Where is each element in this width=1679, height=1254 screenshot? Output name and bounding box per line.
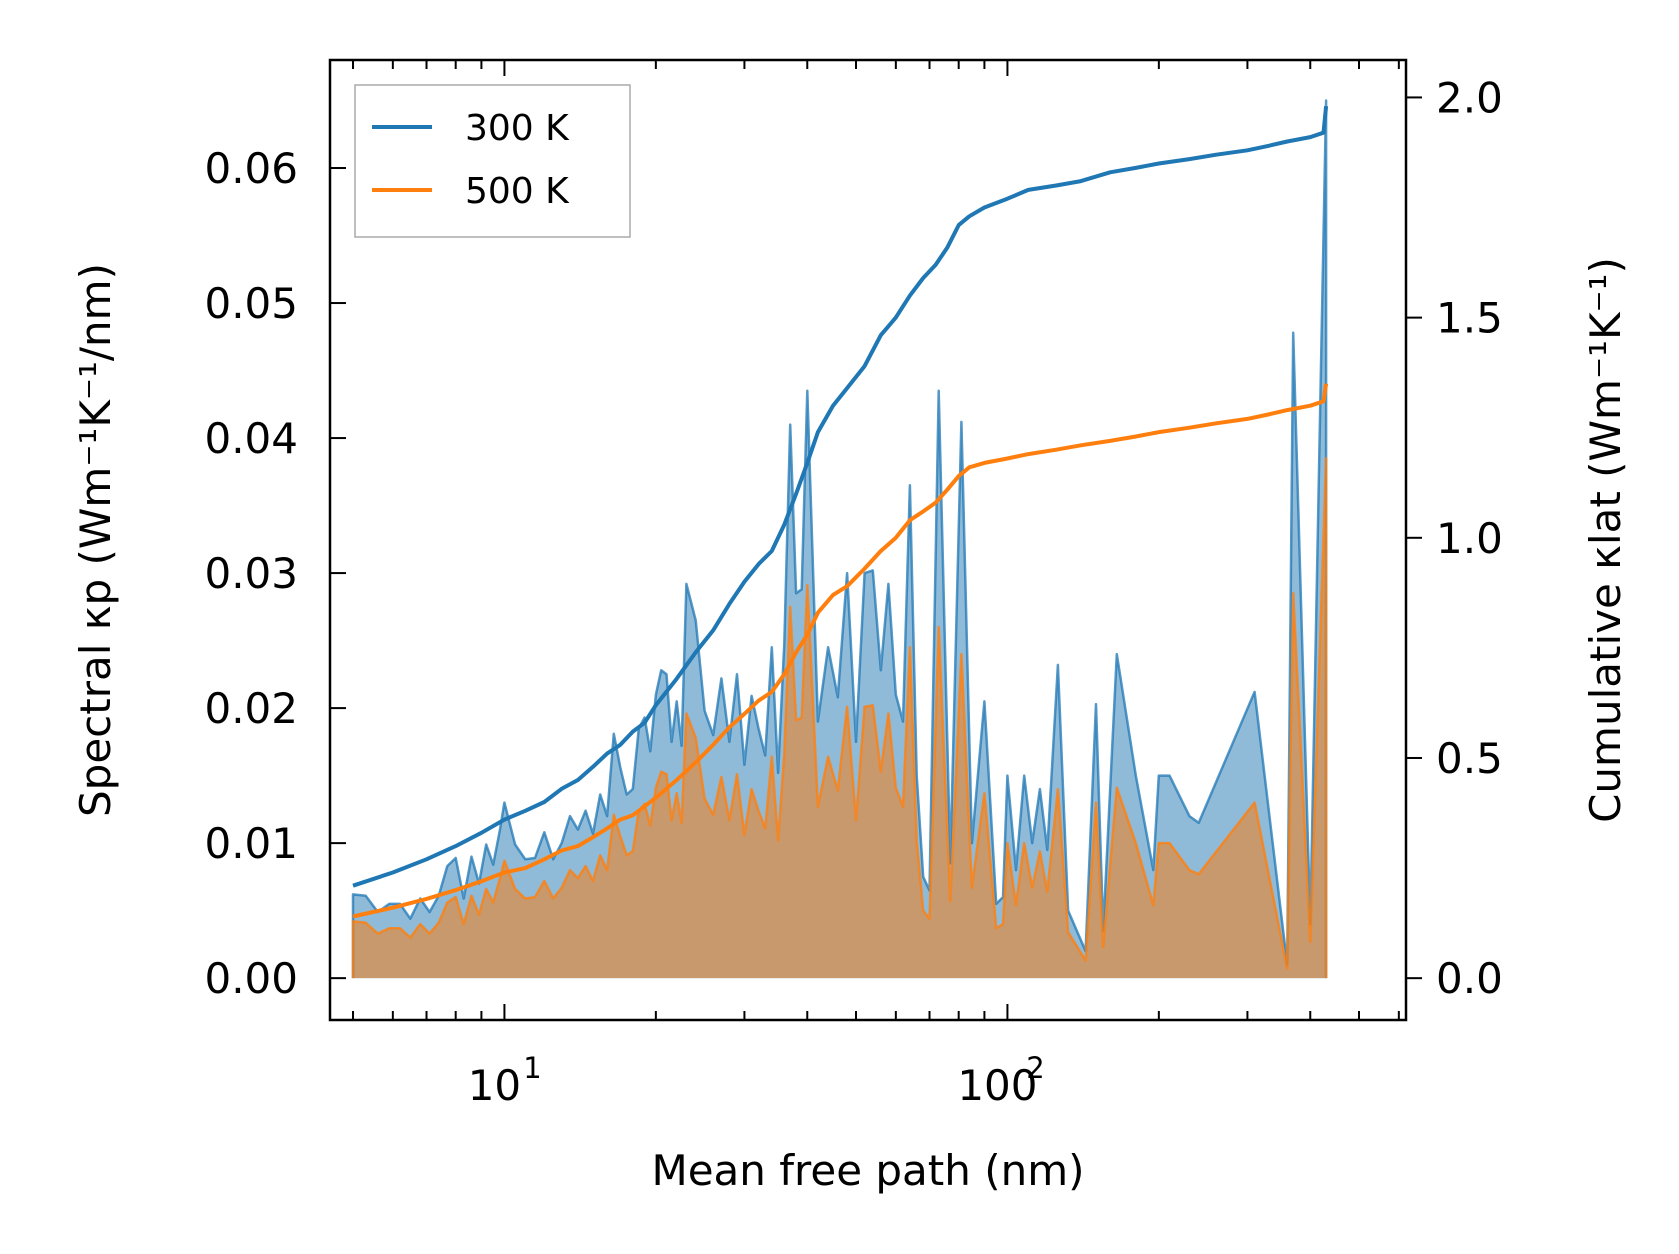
spectral-fill-500k xyxy=(353,458,1327,979)
cumulative-line-500k xyxy=(352,383,1329,919)
data-lines xyxy=(351,99,1329,979)
x-tick-label-exponent: 1 xyxy=(523,1051,541,1085)
y-axis-label-left: Spectral κp (Wm⁻¹K⁻¹/nm) xyxy=(71,263,120,817)
x-tick-label: 10 xyxy=(468,1061,521,1110)
legend-label-300k: 300 K xyxy=(465,108,570,149)
y-tick-label-left: 0.03 xyxy=(204,549,298,598)
spectral-line-500k xyxy=(351,457,1328,979)
y-tick-label-left: 0.05 xyxy=(204,279,298,328)
y-tick-label-right: 1.0 xyxy=(1436,514,1503,563)
y-tick-label-right: 2.0 xyxy=(1436,73,1503,122)
x-axis-label: Mean free path (nm) xyxy=(651,1146,1084,1195)
legend-label-500k: 500 K xyxy=(465,171,570,212)
y-tick-label-left: 0.00 xyxy=(204,954,298,1003)
y-tick-label-right: 1.5 xyxy=(1436,294,1503,343)
axis-ticks xyxy=(330,60,1422,1020)
y-tick-label-left: 0.04 xyxy=(204,414,298,463)
x-tick-label: 100 xyxy=(957,1061,1037,1110)
y-tick-label-right: 0.5 xyxy=(1436,734,1503,783)
y-tick-label-left: 0.01 xyxy=(204,819,298,868)
y-tick-label-right: 0.0 xyxy=(1436,954,1503,1003)
spectral-line-300k xyxy=(351,99,1328,979)
y-axis-label-right: Cumulative κlat (Wm⁻¹K⁻¹) xyxy=(1581,257,1630,823)
y-tick-label-left: 0.06 xyxy=(204,144,298,193)
cumulative-line-300k xyxy=(352,106,1329,888)
plot-frame xyxy=(328,58,1408,1022)
legend-box xyxy=(354,84,631,238)
x-tick-label-exponent: 2 xyxy=(1026,1051,1044,1085)
y-tick-label-left: 0.02 xyxy=(204,684,298,733)
legend: 300 K 500 K xyxy=(354,84,631,238)
